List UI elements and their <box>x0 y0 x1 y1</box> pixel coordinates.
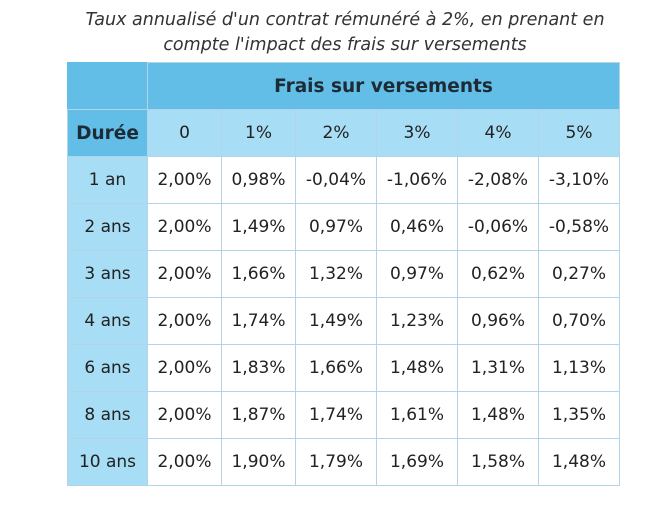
corner-cell <box>67 62 148 110</box>
rate-cell: 1,69% <box>376 438 458 486</box>
rate-cell: -2,08% <box>457 156 539 204</box>
rate-cell: 2,00% <box>147 438 222 486</box>
rate-cell: 0,27% <box>538 250 620 298</box>
rate-cell: 1,66% <box>295 344 377 392</box>
caption-line-1: Taux annualisé d'un contrat rémunéré à 2… <box>85 10 605 30</box>
rate-cell: 1,83% <box>221 344 296 392</box>
rate-cell: 1,58% <box>457 438 539 486</box>
rate-cell: 1,66% <box>221 250 296 298</box>
table-row: 10 ans 2,00% 1,90% 1,79% 1,69% 1,58% 1,4… <box>67 438 620 486</box>
duration-label: 3 ans <box>67 250 148 298</box>
fee-column-header: 0 <box>147 109 222 157</box>
table-row: 3 ans 2,00% 1,66% 1,32% 0,97% 0,62% 0,27… <box>67 250 620 298</box>
rate-cell: 2,00% <box>147 156 222 204</box>
rate-cell: 1,49% <box>295 297 377 345</box>
duration-label: 4 ans <box>67 297 148 345</box>
rate-cell: 1,23% <box>376 297 458 345</box>
rate-cell: 1,48% <box>457 391 539 439</box>
rate-cell: -0,58% <box>538 203 620 251</box>
rate-cell: 1,31% <box>457 344 539 392</box>
rate-cell: 1,74% <box>221 297 296 345</box>
duration-label: 6 ans <box>67 344 148 392</box>
rate-cell: -1,06% <box>376 156 458 204</box>
rate-cell: 1,61% <box>376 391 458 439</box>
rate-cell: 1,49% <box>221 203 296 251</box>
rate-cell: 1,79% <box>295 438 377 486</box>
fee-column-header: 4% <box>457 109 539 157</box>
duration-label: 8 ans <box>67 391 148 439</box>
duration-label: 1 an <box>67 156 148 204</box>
rate-cell: 1,32% <box>295 250 377 298</box>
rate-cell: 2,00% <box>147 391 222 439</box>
rate-cell: 1,13% <box>538 344 620 392</box>
rate-cell: 1,87% <box>221 391 296 439</box>
fee-column-header: 2% <box>295 109 377 157</box>
rate-cell: 0,46% <box>376 203 458 251</box>
duration-header: Durée <box>67 109 148 157</box>
table-row: 1 an 2,00% 0,98% -0,04% -1,06% -2,08% -3… <box>67 156 620 204</box>
rates-table: Frais sur versements Durée 0 1% 2% 3% 4%… <box>67 62 620 486</box>
table-row: 4 ans 2,00% 1,74% 1,49% 1,23% 0,96% 0,70… <box>67 297 620 345</box>
duration-label: 2 ans <box>67 203 148 251</box>
table-row: 6 ans 2,00% 1,83% 1,66% 1,48% 1,31% 1,13… <box>67 344 620 392</box>
duration-label: 10 ans <box>67 438 148 486</box>
rate-cell: -3,10% <box>538 156 620 204</box>
caption-line-2: compte l'impact des frais sur versements <box>163 35 527 55</box>
rate-cell: 1,90% <box>221 438 296 486</box>
rate-cell: 1,48% <box>538 438 620 486</box>
table-row: 2 ans 2,00% 1,49% 0,97% 0,46% -0,06% -0,… <box>67 203 620 251</box>
fees-group-header: Frais sur versements <box>147 62 620 110</box>
rate-cell: 0,62% <box>457 250 539 298</box>
table-row: 8 ans 2,00% 1,87% 1,74% 1,61% 1,48% 1,35… <box>67 391 620 439</box>
rate-cell: 1,74% <box>295 391 377 439</box>
rate-cell: 0,97% <box>376 250 458 298</box>
rate-cell: -0,04% <box>295 156 377 204</box>
rate-cell: 2,00% <box>147 297 222 345</box>
rate-cell: 2,00% <box>147 203 222 251</box>
fee-column-header: 5% <box>538 109 620 157</box>
rate-cell: 2,00% <box>147 250 222 298</box>
table-caption: Taux annualisé d'un contrat rémunéré à 2… <box>0 8 665 58</box>
rate-cell: 0,98% <box>221 156 296 204</box>
fee-header-row: Durée 0 1% 2% 3% 4% 5% <box>67 109 620 157</box>
group-header-row: Frais sur versements <box>67 62 620 110</box>
rate-cell: -0,06% <box>457 203 539 251</box>
fee-column-header: 3% <box>376 109 458 157</box>
rate-cell: 2,00% <box>147 344 222 392</box>
fee-column-header: 1% <box>221 109 296 157</box>
rate-cell: 0,70% <box>538 297 620 345</box>
rate-cell: 0,97% <box>295 203 377 251</box>
rate-cell: 1,48% <box>376 344 458 392</box>
rate-cell: 0,96% <box>457 297 539 345</box>
rate-cell: 1,35% <box>538 391 620 439</box>
